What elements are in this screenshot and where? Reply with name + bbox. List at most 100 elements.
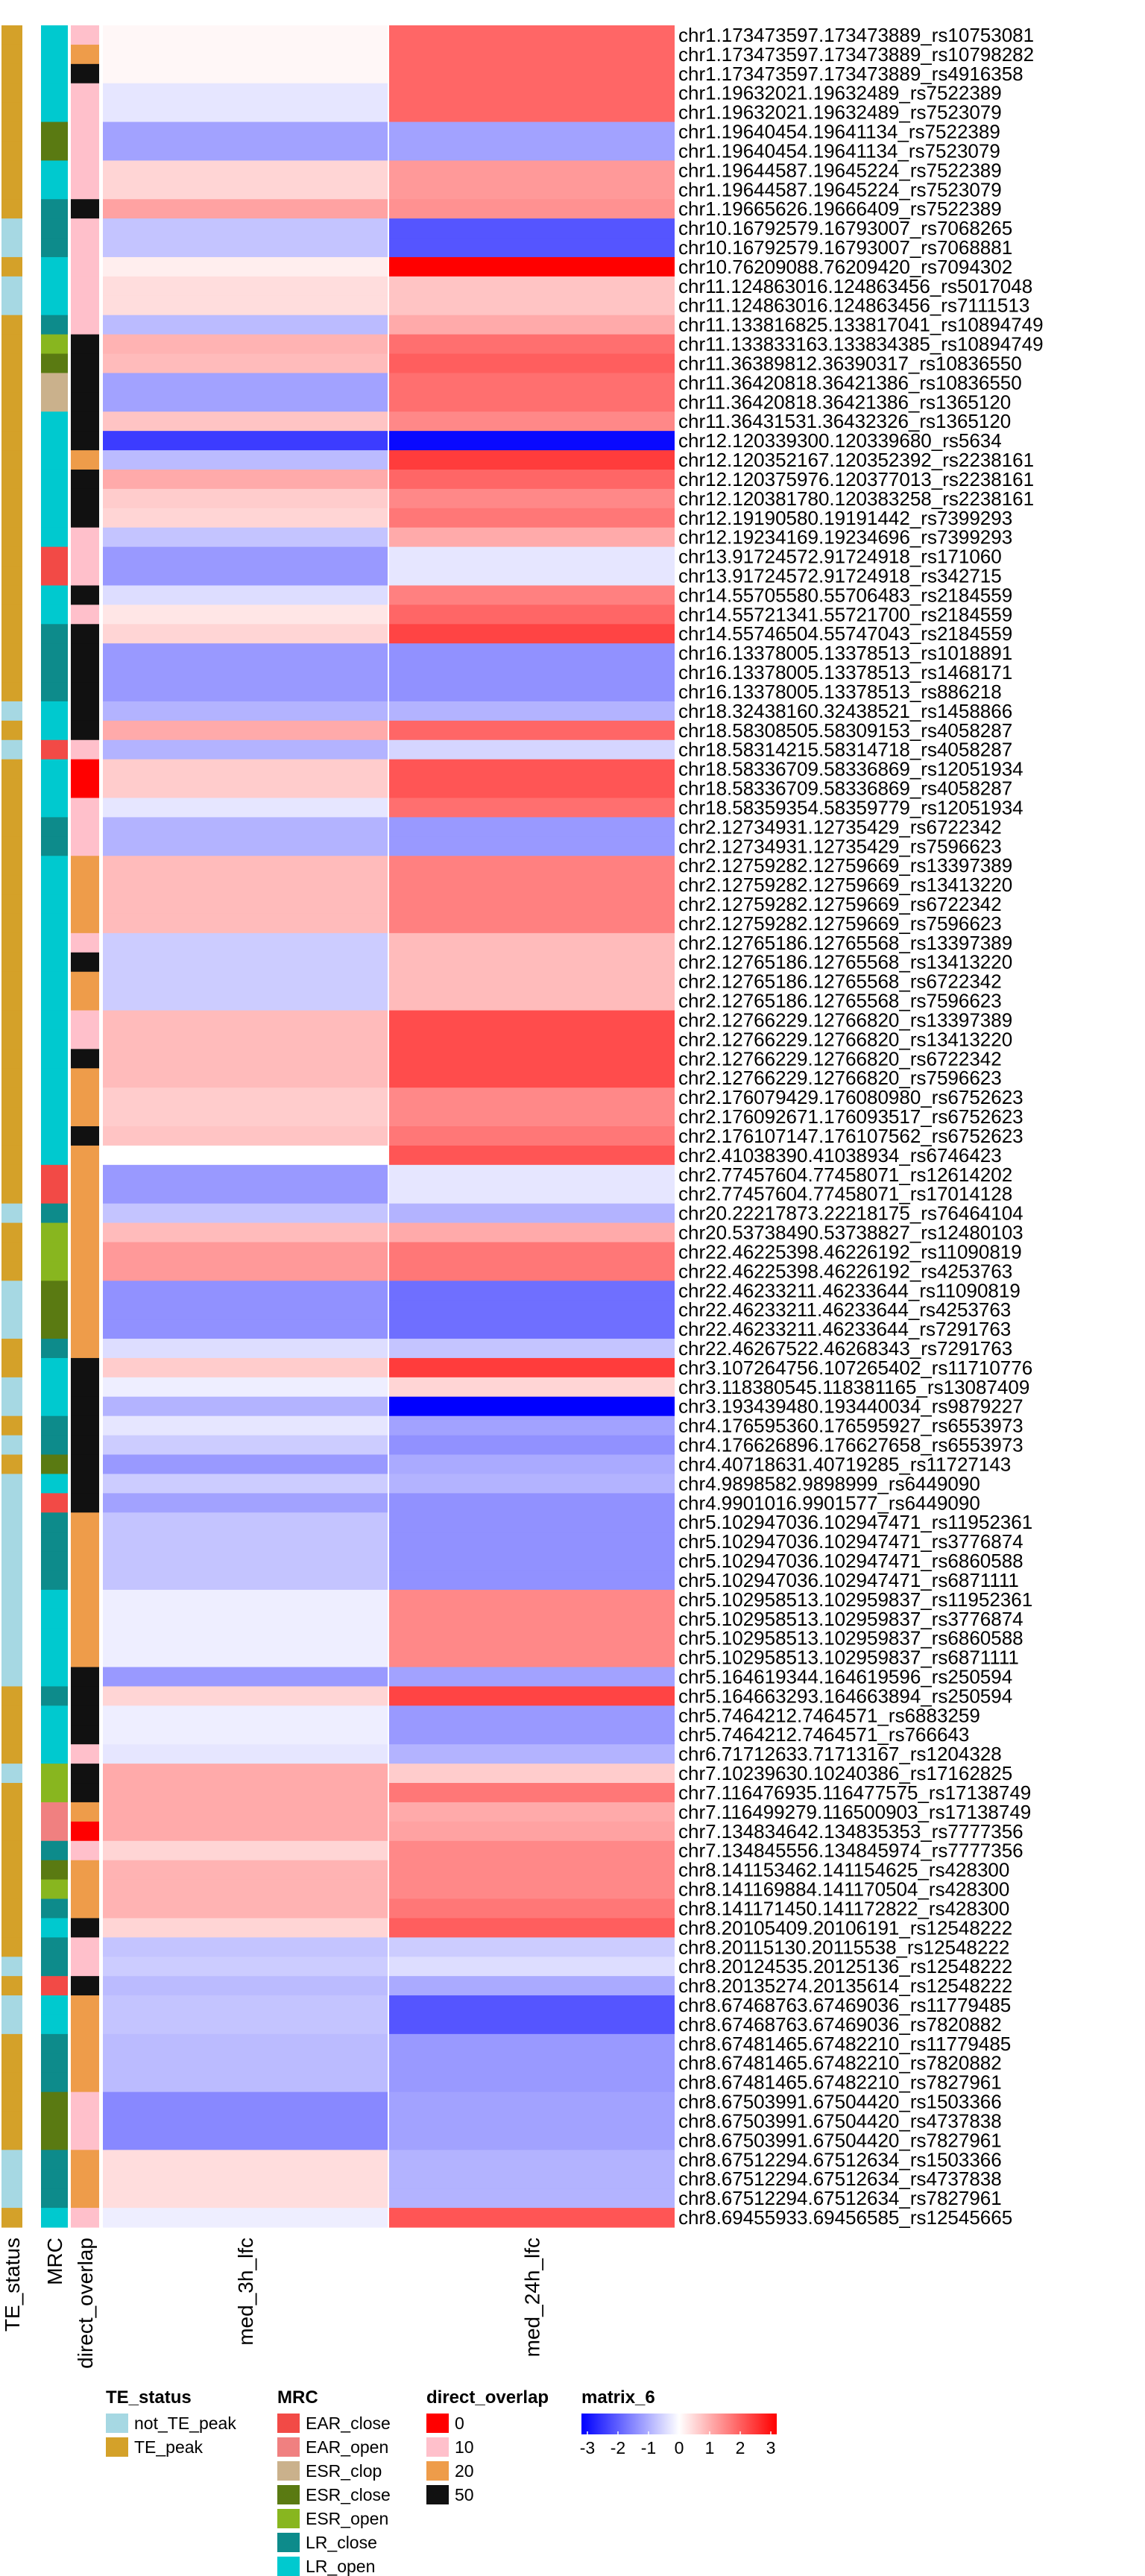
te-status-cell — [1, 1474, 22, 1494]
mrc-cell — [41, 585, 68, 605]
te-status-cell — [1, 1281, 22, 1301]
direct-overlap-cell — [71, 411, 99, 432]
te-status-cell — [1, 778, 22, 799]
row-label: chr4.176626896.176627658_rs6553973 — [678, 1434, 1023, 1456]
med-3h-lfc-cell — [103, 527, 388, 548]
te-status-cell — [1, 643, 22, 663]
row-label: chr16.13378005.13378513_rs1018891 — [678, 642, 1012, 664]
row-label: chr5.164619344.164619596_rs250594 — [678, 1666, 1012, 1688]
mrc-cell — [41, 817, 68, 837]
mrc-cell — [41, 624, 68, 644]
direct-overlap-cell — [71, 1126, 99, 1146]
row-label: chr2.12766229.12766820_rs6722342 — [678, 1047, 1002, 1070]
direct-overlap-cell — [71, 1802, 99, 1822]
med-3h-lfc-cell — [103, 102, 388, 123]
mrc-cell — [41, 663, 68, 683]
direct-overlap-cell — [71, 1300, 99, 1320]
te-status-cell — [1, 1029, 22, 1049]
te-status-cell — [1, 1261, 22, 1281]
mrc-legend-swatch — [277, 2461, 300, 2481]
med-3h-lfc-cell — [103, 353, 388, 374]
row-label: chr1.19632021.19632489_rs7522389 — [678, 82, 1002, 104]
row-label: chr18.58336709.58336869_rs4058287 — [678, 777, 1012, 800]
med-3h-lfc-cell — [103, 1705, 388, 1726]
med-24h-lfc-cell — [389, 1589, 675, 1610]
te-status-cell — [1, 682, 22, 702]
mrc-cell — [41, 508, 68, 528]
mrc-cell — [41, 44, 68, 65]
direct-overlap-cell — [71, 1686, 99, 1706]
direct-overlap-cell — [71, 1532, 99, 1552]
mrc-cell — [41, 1764, 68, 1784]
te-status-cell — [1, 1049, 22, 1069]
med-24h-lfc-cell — [389, 1068, 675, 1088]
te-status-cell — [1, 1744, 22, 1764]
med-24h-lfc-cell — [389, 44, 675, 65]
te-status-cell — [1, 1802, 22, 1822]
med-3h-lfc-cell — [103, 1609, 388, 1629]
med-24h-lfc-cell — [389, 643, 675, 663]
med-3h-lfc-cell — [103, 1454, 388, 1475]
te-status-cell — [1, 2130, 22, 2150]
te-status-cell — [1, 373, 22, 393]
te-status-cell — [1, 450, 22, 470]
row-label: chr8.141171450.141172822_rs428300 — [678, 1897, 1009, 1919]
row-label: chr18.58314215.58314718_rs4058287 — [678, 739, 1012, 761]
direct-overlap-cell — [71, 295, 99, 316]
te-status-cell — [1, 160, 22, 180]
direct-overlap-cell — [71, 1744, 99, 1764]
mrc-cell — [41, 2188, 68, 2209]
te-status-cell — [1, 508, 22, 528]
med-3h-lfc-cell — [103, 141, 388, 161]
te-status-cell — [1, 875, 22, 895]
row-label: chr8.67468763.67469036_rs11779485 — [678, 1994, 1011, 2016]
mrc-cell — [41, 836, 68, 856]
row-label: chr2.12734931.12735429_rs7596623 — [678, 835, 1002, 857]
direct-overlap-cell — [71, 373, 99, 393]
direct-overlap-cell — [71, 1281, 99, 1301]
te-status-cell — [1, 1493, 22, 1513]
row-label: chr22.46233211.46233644_rs11090819 — [678, 1279, 1021, 1301]
direct-overlap-cell — [71, 566, 99, 587]
direct-overlap-cell — [71, 1918, 99, 1938]
row-label: chr22.46225398.46226192_rs4253763 — [678, 1260, 1012, 1282]
direct-overlap-cell — [71, 2092, 99, 2112]
med-3h-lfc-cell — [103, 1145, 388, 1166]
direct-overlap-cell — [71, 1357, 99, 1378]
te-status-cell — [1, 256, 22, 277]
med-24h-lfc-cell — [389, 759, 675, 780]
mrc-cell — [41, 701, 68, 722]
mrc-cell — [41, 720, 68, 741]
mrc-legend-swatch — [277, 2437, 300, 2457]
med-24h-lfc-cell — [389, 63, 675, 84]
direct-overlap-cell — [71, 1609, 99, 1629]
direct-overlap-cell — [71, 1242, 99, 1262]
mrc-cell — [41, 1783, 68, 1803]
direct-overlap-cell — [71, 102, 99, 123]
direct-overlap-cell — [71, 2033, 99, 2054]
row-label: chr8.67503991.67504420_rs4737838 — [678, 2109, 1002, 2132]
med-3h-lfc-cell — [103, 1319, 388, 1339]
med-3h-lfc-cell — [103, 1415, 388, 1436]
med-3h-lfc-cell — [103, 295, 388, 316]
row-label: chr2.12765186.12765568_rs13413220 — [678, 951, 1012, 973]
med-3h-lfc-cell — [103, 1357, 388, 1378]
row-label: chr11.133816825.133817041_rs10894749 — [678, 314, 1044, 336]
row-label: chr8.67481465.67482210_rs11779485 — [678, 2033, 1011, 2055]
med-24h-lfc-cell — [389, 199, 675, 219]
row-label: chr12.19234169.19234696_rs7399293 — [678, 526, 1012, 549]
te-status-cell — [1, 1667, 22, 1688]
med-3h-lfc-cell — [103, 875, 388, 895]
med-3h-lfc-cell — [103, 817, 388, 837]
row-label: chr5.102958513.102959837_rs6871111 — [678, 1647, 1019, 1669]
direct-overlap-cell — [71, 1995, 99, 2015]
med-3h-lfc-cell — [103, 1222, 388, 1243]
te-status-cell — [1, 663, 22, 683]
direct-overlap-cell — [71, 199, 99, 219]
te-status-cell — [1, 856, 22, 876]
te-status-cell — [1, 1705, 22, 1726]
mrc-cell — [41, 199, 68, 219]
te-status-cell — [1, 991, 22, 1011]
med-24h-lfc-cell — [389, 218, 675, 239]
med-3h-lfc-cell — [103, 1764, 388, 1784]
